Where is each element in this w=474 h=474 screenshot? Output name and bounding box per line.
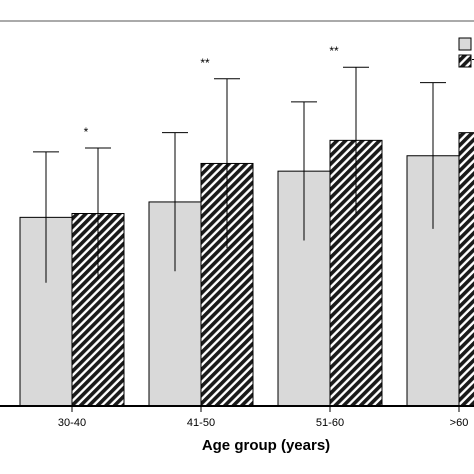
bar-series2-4 bbox=[458, 132, 474, 407]
legend bbox=[458, 37, 472, 68]
x-ticks-layer: 30-40 41-50 51-60 >60 bbox=[58, 406, 468, 429]
significance-marker-1: * bbox=[84, 125, 89, 139]
error-bars-layer bbox=[33, 59, 474, 283]
significance-marker-3: ** bbox=[329, 44, 339, 58]
legend-swatch-series2 bbox=[458, 54, 472, 68]
x-axis-title: Age group (years) bbox=[202, 437, 330, 454]
x-tick-label-4: >60 bbox=[450, 417, 469, 429]
x-tick-label-2: 41-50 bbox=[187, 417, 215, 429]
legend-swatch-series1 bbox=[458, 37, 472, 51]
x-tick-label-3: 51-60 bbox=[316, 417, 344, 429]
x-tick-label-1: 30-40 bbox=[58, 417, 86, 429]
significance-marker-2: ** bbox=[200, 56, 210, 70]
